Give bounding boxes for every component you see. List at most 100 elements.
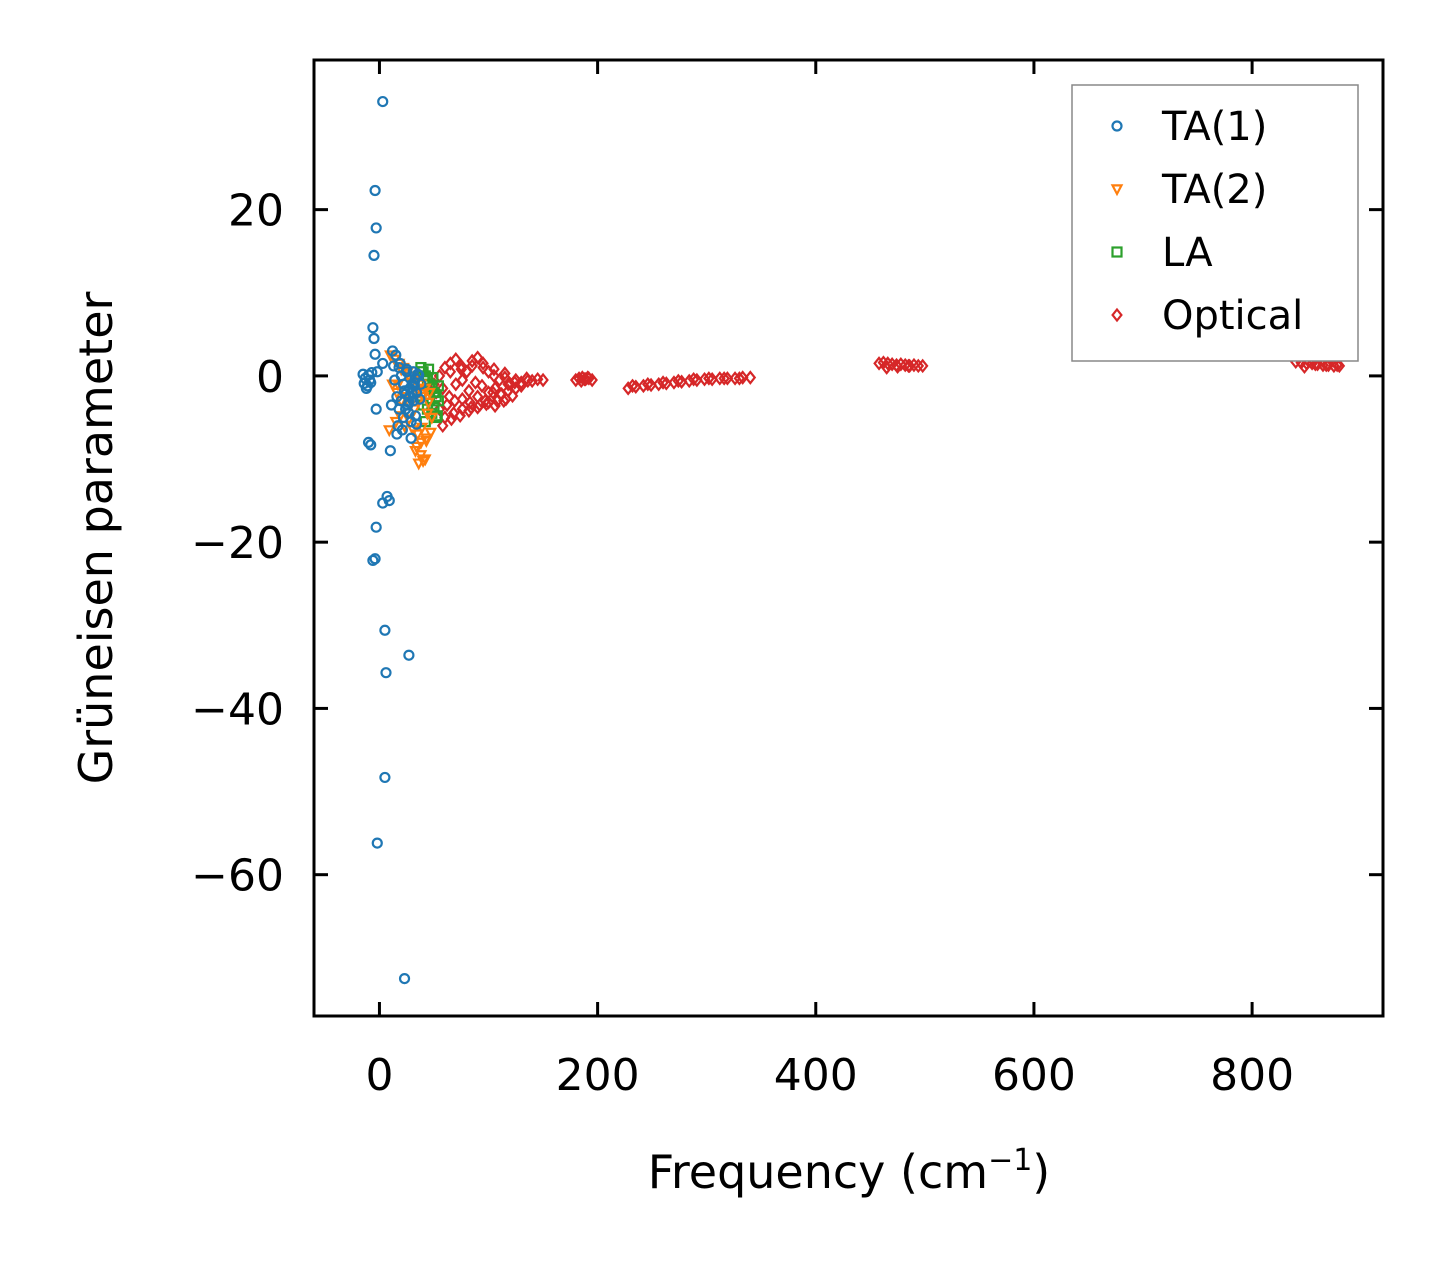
- data-point: [358, 377, 370, 389]
- plot-frame: [312, 58, 1385, 1018]
- axis-ticks: [314, 60, 1383, 1016]
- y-tick-label: −40: [191, 684, 284, 735]
- data-point: [463, 403, 475, 419]
- data-point: [445, 411, 458, 427]
- legend-label: Optical: [1162, 293, 1303, 339]
- data-point: [497, 393, 510, 409]
- data-point: [382, 425, 396, 438]
- legend-marker: [1111, 246, 1123, 258]
- data-point: [425, 412, 439, 425]
- data-point: [427, 371, 439, 384]
- legend: TA(1) TA(2) LA Optical: [1071, 84, 1359, 362]
- x-tick-label: 200: [556, 1050, 640, 1101]
- legend-entries: TA(1) TA(2) LA Optical: [1110, 104, 1303, 339]
- data-point: [391, 428, 403, 440]
- data-point: [410, 441, 423, 454]
- data-point: [488, 368, 500, 384]
- data-point: [537, 372, 549, 388]
- data-point: [416, 455, 430, 469]
- data-point: [404, 390, 416, 402]
- data-point: [362, 436, 375, 448]
- data-point: [444, 364, 457, 379]
- x-tick-label: 600: [992, 1050, 1076, 1101]
- data-point: [384, 445, 396, 457]
- legend-frame: [1071, 84, 1359, 362]
- series-ta-1: [357, 95, 427, 985]
- legend-marker: [1111, 307, 1123, 323]
- data-point: [713, 371, 726, 386]
- data-point: [477, 356, 489, 371]
- legend-label: LA: [1162, 230, 1213, 276]
- data-point: [733, 371, 746, 386]
- data-point: [721, 371, 734, 386]
- data-point: [581, 370, 594, 385]
- data-point: [365, 439, 377, 451]
- data-point: [420, 436, 433, 449]
- data-point: [526, 373, 538, 389]
- data-point: [873, 356, 885, 371]
- legend-marker: [1111, 120, 1123, 132]
- data-point: [385, 399, 398, 411]
- data-point: [912, 358, 925, 374]
- data-point: [388, 360, 400, 372]
- data-point: [370, 222, 382, 234]
- data-point: [416, 391, 430, 404]
- data-point: [398, 972, 411, 985]
- data-point: [1333, 358, 1346, 374]
- x-tick-label: 800: [1210, 1050, 1294, 1101]
- legend-label: TA(2): [1161, 167, 1267, 213]
- data-point: [736, 370, 749, 385]
- y-axis-label: Grüneisen parameter: [69, 291, 123, 784]
- series-optical: [428, 350, 1346, 434]
- data-point: [370, 521, 382, 533]
- data-point: [369, 184, 381, 197]
- data-point: [380, 667, 392, 679]
- data-point: [902, 358, 915, 374]
- data-point: [489, 398, 501, 414]
- data-point: [454, 408, 466, 424]
- data-point: [368, 249, 380, 261]
- data-point: [916, 358, 929, 374]
- data-point: [415, 378, 427, 390]
- data-point: [403, 649, 415, 661]
- data-point: [410, 418, 423, 430]
- data-series: [357, 95, 1346, 985]
- data-point: [672, 373, 685, 389]
- data-point: [369, 553, 381, 565]
- legend-label: TA(1): [1161, 104, 1267, 150]
- y-tick-label: 0: [256, 352, 284, 403]
- data-point: [368, 332, 380, 345]
- data-point: [455, 361, 468, 377]
- data-point: [377, 357, 389, 370]
- data-point: [436, 418, 449, 434]
- data-point: [499, 366, 511, 381]
- x-axis-label: Frequency (cm−1): [648, 1143, 1051, 1199]
- x-tick-label: 0: [365, 1050, 393, 1101]
- data-point: [370, 403, 382, 415]
- data-point: [703, 371, 715, 386]
- data-point: [515, 378, 528, 394]
- data-point: [487, 385, 499, 400]
- data-point: [880, 360, 893, 375]
- data-point: [424, 427, 438, 440]
- data-point: [626, 378, 639, 394]
- data-point: [471, 400, 484, 415]
- data-point: [508, 375, 521, 390]
- data-point: [480, 396, 493, 412]
- data-point: [408, 380, 420, 392]
- data-point: [367, 322, 379, 334]
- data-point: [1298, 359, 1311, 375]
- data-point: [422, 397, 435, 410]
- y-tick-label: 20: [228, 186, 284, 237]
- data-point: [1331, 357, 1343, 373]
- data-point: [447, 406, 460, 421]
- data-point: [657, 375, 669, 390]
- y-tick-label: −20: [191, 518, 284, 569]
- data-point: [393, 411, 407, 424]
- data-point: [403, 396, 415, 409]
- data-point: [687, 371, 700, 387]
- legend-marker: [1110, 184, 1124, 197]
- data-point: [469, 375, 482, 390]
